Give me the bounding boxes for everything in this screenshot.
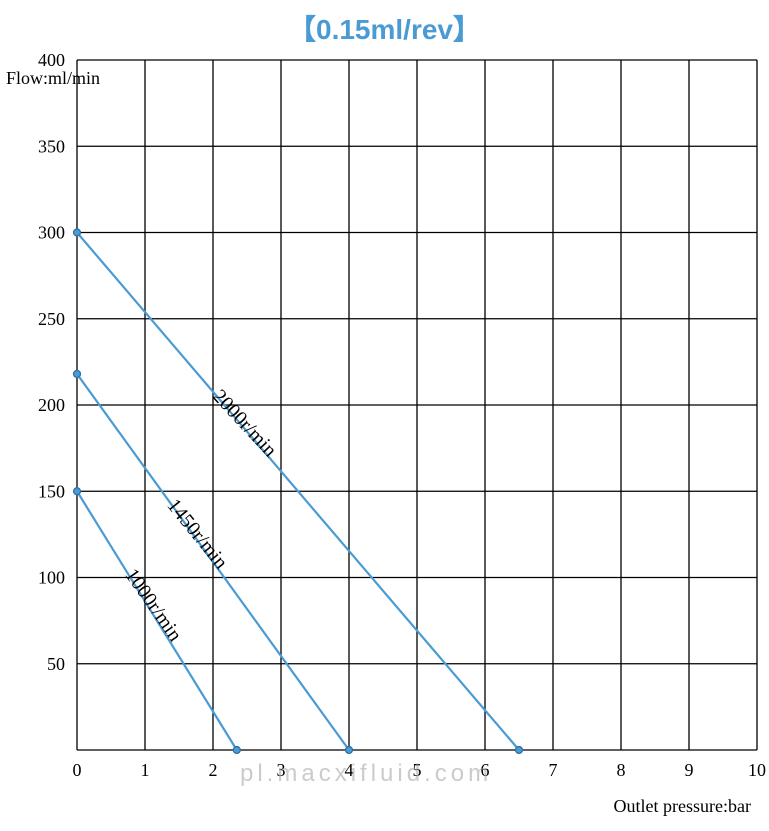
series-marker bbox=[346, 747, 353, 754]
x-tick-label: 2 bbox=[209, 760, 218, 780]
series-marker bbox=[74, 370, 81, 377]
x-tick-label: 10 bbox=[748, 760, 766, 780]
y-tick-label: 150 bbox=[38, 481, 65, 501]
y-tick-label: 300 bbox=[38, 223, 65, 243]
series-marker bbox=[233, 747, 240, 754]
series-label: 1450r/min bbox=[162, 495, 232, 574]
series-marker bbox=[74, 488, 81, 495]
series-marker bbox=[516, 747, 523, 754]
x-tick-label: 3 bbox=[277, 760, 286, 780]
x-tick-label: 7 bbox=[549, 760, 558, 780]
y-tick-label: 250 bbox=[38, 309, 65, 329]
x-tick-label: 4 bbox=[345, 760, 354, 780]
x-tick-label: 6 bbox=[481, 760, 490, 780]
y-tick-label: 50 bbox=[47, 654, 65, 674]
x-tick-label: 8 bbox=[617, 760, 626, 780]
x-axis-label: Outlet pressure:bar bbox=[614, 796, 751, 817]
x-tick-label: 5 bbox=[413, 760, 422, 780]
series-marker bbox=[74, 229, 81, 236]
x-tick-label: 9 bbox=[685, 760, 694, 780]
y-tick-label: 200 bbox=[38, 395, 65, 415]
series-label: 2000r/min bbox=[208, 385, 281, 461]
y-tick-label: 350 bbox=[38, 136, 65, 156]
y-tick-label: 400 bbox=[38, 50, 65, 70]
x-tick-label: 1 bbox=[141, 760, 150, 780]
x-tick-label: 0 bbox=[73, 760, 82, 780]
chart-plot-area: 0 1 2 3 4 5 6 7 8 9 10 50 100 150 200 250 300 350 400 2000r… bbox=[0, 0, 769, 831]
y-tick-label: 100 bbox=[38, 568, 65, 588]
series-label: 1000r/min bbox=[120, 565, 186, 646]
